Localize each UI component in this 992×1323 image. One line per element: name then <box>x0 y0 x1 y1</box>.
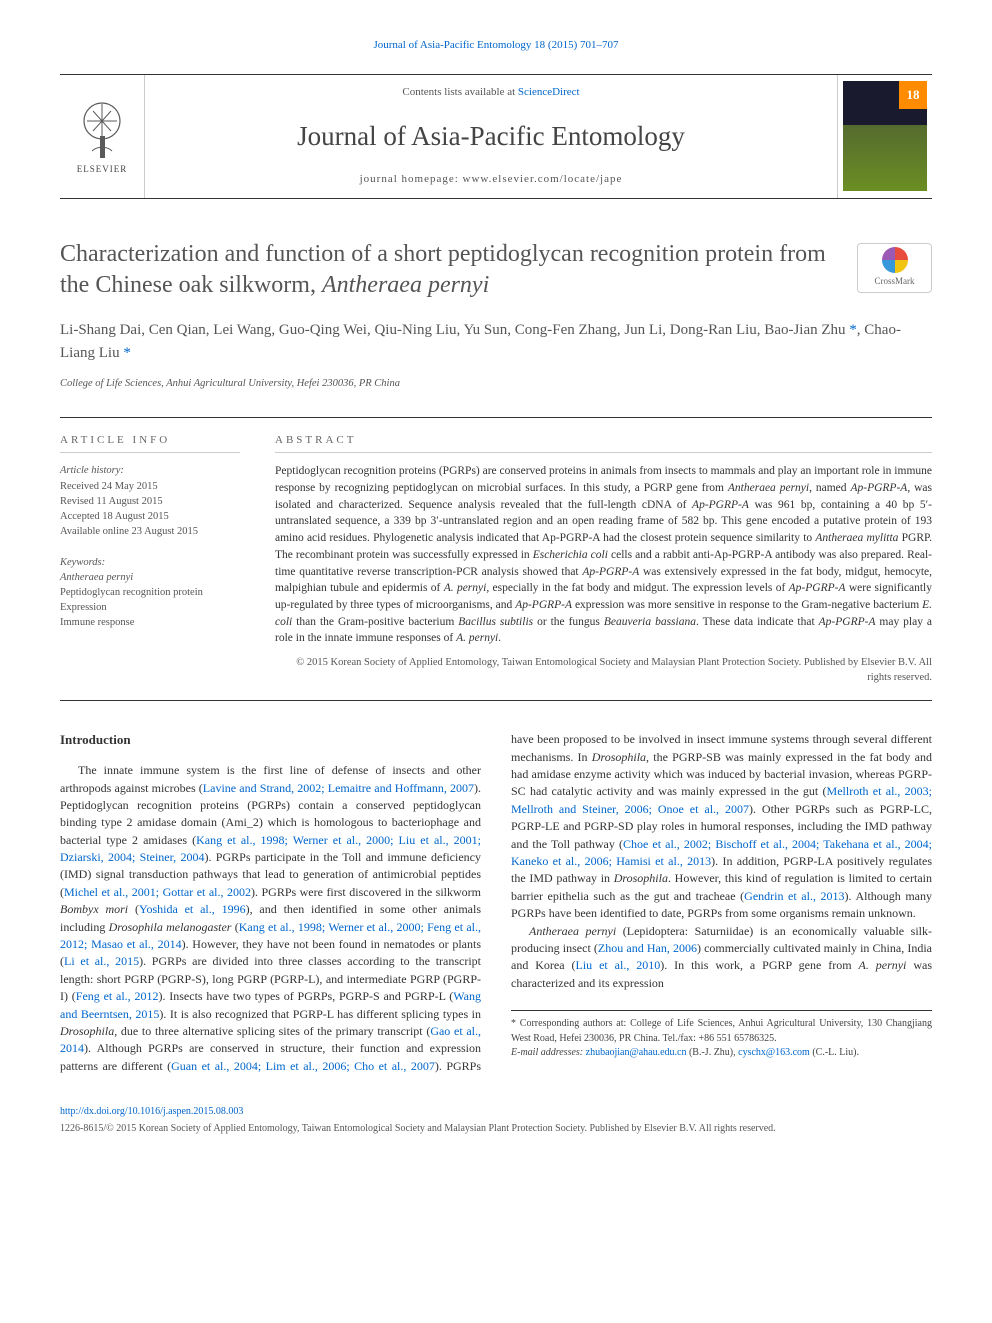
corresponding-text: * Corresponding authors at: College of L… <box>511 1017 932 1046</box>
journal-header-center: Contents lists available at ScienceDirec… <box>145 75 837 198</box>
corresponding-marker-a[interactable]: * <box>849 322 857 338</box>
citation-link[interactable]: Michel et al., 2001; Gottar et al., 2002 <box>64 885 251 899</box>
introduction-heading: Introduction <box>60 731 481 750</box>
sciencedirect-link[interactable]: ScienceDirect <box>518 86 580 98</box>
page-footer: http://dx.doi.org/10.1016/j.aspen.2015.0… <box>60 1105 932 1136</box>
abstract-heading: ABSTRACT <box>275 433 932 454</box>
keyword-item: Immune response <box>60 615 240 630</box>
homepage-label: journal homepage: <box>360 173 463 185</box>
keyword-item: Expression <box>60 600 240 615</box>
citation-link[interactable]: Guan et al., 2004; Lim et al., 2006; Cho… <box>171 1059 435 1073</box>
body-paragraph: Antheraea pernyi (Lepidoptera: Saturniid… <box>511 923 932 993</box>
email-link[interactable]: zhubaojian@ahau.edu.cn <box>586 1047 687 1058</box>
keyword-item: Peptidoglycan recognition protein <box>60 585 240 600</box>
corresponding-footnote: * Corresponding authors at: College of L… <box>511 1010 932 1061</box>
cover-image: 18 <box>843 81 927 191</box>
article-history: Article history: Received 24 May 2015 Re… <box>60 463 240 539</box>
accepted-date: Accepted 18 August 2015 <box>60 509 240 524</box>
journal-cover: 18 <box>837 75 932 198</box>
journal-name: Journal of Asia-Pacific Entomology <box>297 117 685 156</box>
authors-line-a: Li-Shang Dai, Cen Qian, Lei Wang, Guo-Qi… <box>60 322 849 338</box>
cover-issue-badge: 18 <box>899 81 927 109</box>
journal-citation-link[interactable]: Journal of Asia-Pacific Entomology 18 (2… <box>373 39 618 51</box>
email-line: E-mail addresses: zhubaojian@ahau.edu.cn… <box>511 1046 932 1061</box>
article-info: ARTICLE INFO Article history: Received 2… <box>60 418 255 701</box>
crossmark-badge[interactable]: CrossMark <box>857 243 932 293</box>
keywords: Keywords: Antheraea pernyi Peptidoglycan… <box>60 555 240 631</box>
citation-link[interactable]: Zhou and Han, 2006 <box>598 941 697 955</box>
article-body: Introduction The innate immune system is… <box>60 731 932 1075</box>
keyword-item: Antheraea pernyi <box>60 570 240 585</box>
revised-date: Revised 11 August 2015 <box>60 494 240 509</box>
journal-homepage: journal homepage: www.elsevier.com/locat… <box>360 172 623 188</box>
contents-label: Contents lists available at <box>402 86 517 98</box>
citation-link[interactable]: Feng et al., 2012 <box>76 989 159 1003</box>
history-label: Article history: <box>60 463 240 478</box>
abstract-text: Peptidoglycan recognition proteins (PGRP… <box>275 463 932 646</box>
journal-citation-top: Journal of Asia-Pacific Entomology 18 (2… <box>60 38 932 54</box>
elsevier-logo: ELSEVIER <box>60 75 145 198</box>
abstract: ABSTRACT Peptidoglycan recognition prote… <box>255 418 932 701</box>
email-label: E-mail addresses: <box>511 1047 583 1058</box>
crossmark-icon <box>882 247 908 273</box>
authors: Li-Shang Dai, Cen Qian, Lei Wang, Guo-Qi… <box>60 319 932 364</box>
footer-rights: 1226-8615/© 2015 Korean Society of Appli… <box>60 1122 932 1137</box>
elsevier-tree-icon <box>75 96 130 161</box>
corresponding-marker-b[interactable]: * <box>123 345 131 361</box>
abstract-copyright: © 2015 Korean Society of Applied Entomol… <box>275 655 932 685</box>
contents-lists-line: Contents lists available at ScienceDirec… <box>402 85 579 101</box>
journal-header: ELSEVIER Contents lists available at Sci… <box>60 74 932 199</box>
article-info-heading: ARTICLE INFO <box>60 433 240 454</box>
homepage-url[interactable]: www.elsevier.com/locate/jape <box>463 173 623 185</box>
citation-link[interactable]: Gendrin et al., 2013 <box>744 889 844 903</box>
keywords-label: Keywords: <box>60 555 240 570</box>
citation-link[interactable]: Yoshida et al., 1996 <box>139 902 246 916</box>
title-species: Antheraea pernyi <box>322 272 489 298</box>
elsevier-label: ELSEVIER <box>77 163 128 176</box>
received-date: Received 24 May 2015 <box>60 479 240 494</box>
crossmark-label: CrossMark <box>875 275 915 288</box>
doi-link[interactable]: http://dx.doi.org/10.1016/j.aspen.2015.0… <box>60 1106 243 1117</box>
article-title: Characterization and function of a short… <box>60 239 932 301</box>
email-link[interactable]: cyschx@163.com <box>738 1047 810 1058</box>
affiliation: College of Life Sciences, Anhui Agricult… <box>60 376 932 391</box>
online-date: Available online 23 August 2015 <box>60 524 240 539</box>
citation-link[interactable]: Lavine and Strand, 2002; Lemaitre and Ho… <box>203 781 474 795</box>
citation-link[interactable]: Liu et al., 2010 <box>575 958 660 972</box>
citation-link[interactable]: Li et al., 2015 <box>64 954 139 968</box>
